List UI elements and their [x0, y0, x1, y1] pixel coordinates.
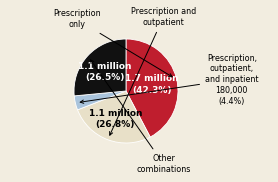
Text: 1.1 million
(26.8%): 1.1 million (26.8%) [89, 109, 142, 129]
Wedge shape [74, 91, 126, 110]
Wedge shape [78, 91, 150, 143]
Text: Prescription and
outpatient: Prescription and outpatient [110, 7, 196, 135]
Text: 1.1 million
(26.5%): 1.1 million (26.5%) [78, 62, 131, 82]
Wedge shape [74, 39, 126, 96]
Wedge shape [126, 39, 178, 137]
Text: Prescription
only: Prescription only [53, 9, 172, 77]
Text: 1.7 million
(42.3%): 1.7 million (42.3%) [125, 74, 179, 95]
Text: Prescription,
outpatient,
and inpatient
180,000
(4.4%): Prescription, outpatient, and inpatient … [80, 54, 259, 106]
Text: Other
combinations: Other combinations [91, 60, 191, 174]
